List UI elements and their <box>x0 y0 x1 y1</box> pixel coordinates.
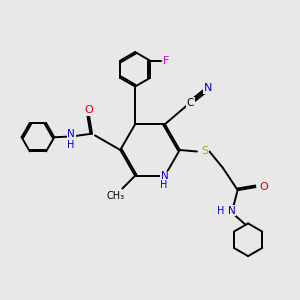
Text: O: O <box>260 182 268 192</box>
Text: H: H <box>217 206 225 216</box>
Text: N: N <box>204 83 213 93</box>
Text: N: N <box>68 129 75 139</box>
Text: CH₃: CH₃ <box>107 191 125 201</box>
Text: N: N <box>228 206 236 216</box>
Text: F: F <box>163 56 169 66</box>
Text: O: O <box>85 105 93 115</box>
Text: C: C <box>186 98 194 108</box>
Text: H: H <box>160 180 168 190</box>
Text: S: S <box>201 146 208 157</box>
Text: N: N <box>161 171 169 181</box>
Text: H: H <box>67 140 74 150</box>
